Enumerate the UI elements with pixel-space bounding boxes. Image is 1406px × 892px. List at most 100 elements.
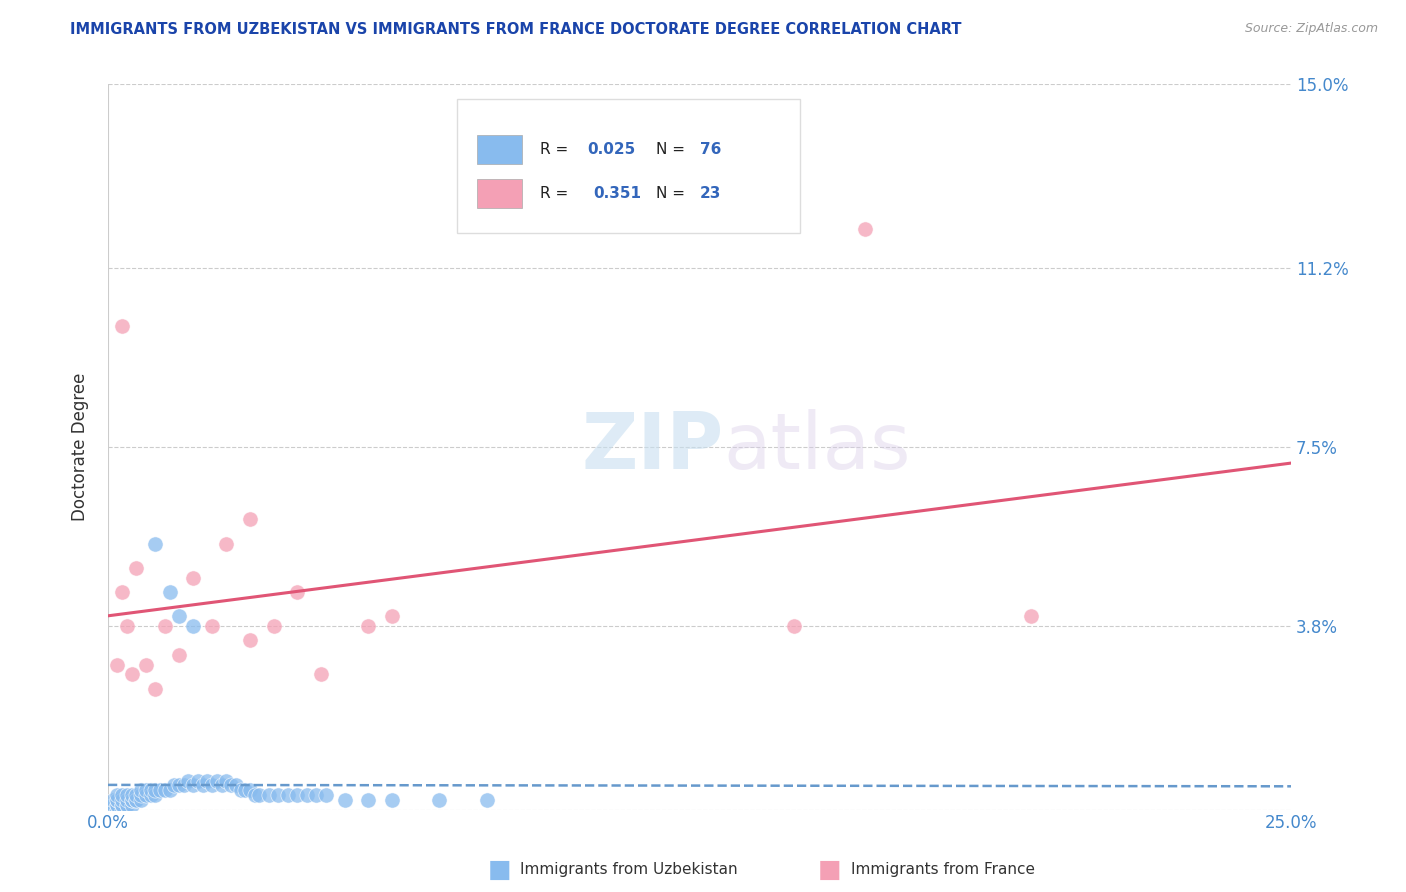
Point bbox=[143, 783, 166, 797]
Point bbox=[333, 793, 356, 807]
Point bbox=[107, 793, 129, 807]
FancyBboxPatch shape bbox=[457, 99, 800, 233]
Point bbox=[107, 803, 129, 817]
Point bbox=[121, 788, 143, 802]
Text: 0.025: 0.025 bbox=[588, 142, 636, 157]
Point bbox=[121, 793, 143, 807]
Point bbox=[125, 793, 148, 807]
Text: Immigrants from France: Immigrants from France bbox=[851, 863, 1035, 877]
Point bbox=[115, 793, 138, 807]
Point bbox=[267, 788, 290, 802]
Text: Source: ZipAtlas.com: Source: ZipAtlas.com bbox=[1244, 22, 1378, 36]
Point bbox=[129, 783, 152, 797]
Point bbox=[107, 788, 129, 802]
Point bbox=[139, 783, 162, 797]
Point bbox=[111, 788, 134, 802]
Point bbox=[115, 788, 138, 802]
Point bbox=[163, 778, 186, 792]
Point bbox=[101, 803, 124, 817]
Point bbox=[121, 667, 143, 681]
Point bbox=[277, 788, 299, 802]
Point bbox=[205, 773, 228, 788]
Point bbox=[181, 619, 204, 633]
Text: atlas: atlas bbox=[723, 409, 911, 485]
Point bbox=[125, 793, 148, 807]
Point bbox=[107, 803, 129, 817]
Point bbox=[107, 657, 129, 672]
Point bbox=[285, 585, 308, 599]
Point bbox=[357, 619, 380, 633]
Point bbox=[121, 797, 143, 812]
Point bbox=[285, 788, 308, 802]
Point bbox=[215, 773, 238, 788]
Point bbox=[129, 793, 152, 807]
Point bbox=[101, 797, 124, 812]
Point bbox=[135, 657, 157, 672]
Text: ■: ■ bbox=[818, 858, 841, 881]
Point bbox=[143, 536, 166, 550]
Point bbox=[125, 788, 148, 802]
Point bbox=[181, 778, 204, 792]
Point bbox=[187, 773, 209, 788]
Point bbox=[249, 788, 271, 802]
Point bbox=[143, 681, 166, 696]
Point bbox=[211, 778, 233, 792]
Point bbox=[225, 778, 247, 792]
Text: Immigrants from Uzbekistan: Immigrants from Uzbekistan bbox=[520, 863, 738, 877]
Point bbox=[153, 619, 176, 633]
Point bbox=[475, 793, 498, 807]
Point bbox=[263, 619, 285, 633]
Point bbox=[195, 773, 218, 788]
Point bbox=[111, 803, 134, 817]
Text: 76: 76 bbox=[700, 142, 721, 157]
Point bbox=[1019, 609, 1042, 624]
Point bbox=[101, 797, 124, 812]
Point bbox=[111, 797, 134, 812]
Point bbox=[853, 222, 876, 236]
Text: IMMIGRANTS FROM UZBEKISTAN VS IMMIGRANTS FROM FRANCE DOCTORATE DEGREE CORRELATIO: IMMIGRANTS FROM UZBEKISTAN VS IMMIGRANTS… bbox=[70, 22, 962, 37]
Point bbox=[153, 783, 176, 797]
FancyBboxPatch shape bbox=[477, 136, 522, 164]
Point bbox=[239, 783, 262, 797]
Text: N =: N = bbox=[655, 142, 690, 157]
Point bbox=[167, 648, 190, 662]
Point bbox=[357, 793, 380, 807]
Point bbox=[215, 536, 238, 550]
Point bbox=[243, 788, 266, 802]
Point bbox=[159, 783, 181, 797]
Point bbox=[121, 793, 143, 807]
Point bbox=[167, 778, 190, 792]
Point bbox=[115, 619, 138, 633]
Point bbox=[111, 319, 134, 334]
Point bbox=[295, 788, 318, 802]
Point bbox=[101, 803, 124, 817]
Point bbox=[129, 788, 152, 802]
Point bbox=[159, 585, 181, 599]
Point bbox=[115, 797, 138, 812]
Point bbox=[381, 609, 404, 624]
Point bbox=[111, 585, 134, 599]
Point bbox=[143, 788, 166, 802]
Point bbox=[229, 783, 252, 797]
Point bbox=[115, 797, 138, 812]
Point bbox=[181, 570, 204, 584]
Point bbox=[201, 778, 224, 792]
Point bbox=[309, 667, 332, 681]
Point bbox=[381, 793, 404, 807]
Point bbox=[101, 793, 124, 807]
Text: ZIP: ZIP bbox=[581, 409, 723, 485]
Text: R =: R = bbox=[540, 186, 578, 201]
Point bbox=[107, 793, 129, 807]
Point bbox=[167, 609, 190, 624]
Text: 23: 23 bbox=[700, 186, 721, 201]
Point bbox=[201, 619, 224, 633]
Point bbox=[239, 512, 262, 526]
Point bbox=[139, 788, 162, 802]
Text: N =: N = bbox=[655, 186, 690, 201]
Point bbox=[107, 797, 129, 812]
Point bbox=[239, 633, 262, 648]
Point bbox=[111, 797, 134, 812]
Point bbox=[191, 778, 214, 792]
Point bbox=[135, 788, 157, 802]
Point bbox=[315, 788, 337, 802]
